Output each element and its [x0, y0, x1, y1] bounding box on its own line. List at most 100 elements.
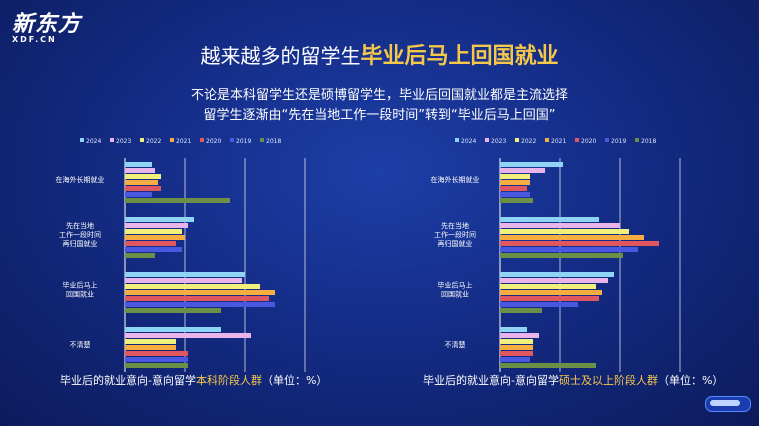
subtitle-line-1: 不论是本科留学生还是硕博留学生，毕业后回国就业都是主流选择 [190, 88, 568, 103]
bar-2024-3 [125, 327, 221, 332]
page-title: 越来越多的留学生毕业后马上回国就业 [0, 38, 759, 70]
bar-2021-0 [125, 180, 158, 185]
legend-label-2022: 2022 [521, 138, 536, 145]
bar-2023-1 [500, 223, 620, 228]
caption-left-highlight: 本科阶段人群 [195, 374, 262, 387]
legend-swatch-2021 [545, 138, 549, 142]
bar-2023-2 [125, 278, 242, 283]
category-label: 先在当地 [441, 221, 469, 230]
legend-label-2019: 2019 [611, 138, 626, 145]
caption-right-suffix: （单位：%） [657, 374, 724, 387]
bar-2020-0 [500, 186, 527, 191]
bar-2022-2 [500, 284, 596, 289]
bar-2018-2 [500, 308, 542, 313]
bar-2022-0 [500, 174, 530, 179]
category-label: 回国就业 [66, 290, 94, 299]
chart-undergraduate: 2024 2023 2022 2021 2020 2019 2018 在海外长期就业 先在当地工… [30, 132, 370, 382]
bar-2019-2 [500, 302, 578, 307]
legend-label-2020: 2020 [581, 138, 596, 145]
bar-2023-3 [125, 333, 251, 338]
bar-2019-1 [125, 247, 182, 252]
legend-swatch-2018 [260, 138, 264, 142]
bar-2018-3 [125, 363, 188, 368]
logo-text: 新东方 [12, 12, 82, 37]
legend-label-2024: 2024 [86, 138, 101, 145]
bar-2024-1 [500, 217, 599, 222]
chart-svg-undergraduate: 2024 2023 2022 2021 2020 2019 2018 在海外长期就业先在当地工… [56, 138, 306, 372]
bar-2024-2 [125, 272, 245, 277]
bar-2021-2 [125, 290, 275, 295]
bar-2023-1 [125, 223, 188, 228]
legend-label-2024: 2024 [461, 138, 476, 145]
bar-2023-0 [125, 168, 155, 173]
bar-2020-3 [125, 351, 188, 356]
bar-2022-0 [125, 174, 161, 179]
legend-swatch-2024 [455, 138, 459, 142]
brand-logo: 新东方 XDF.CN [12, 6, 81, 44]
bar-2024-1 [125, 217, 194, 222]
legend-swatch-2022 [140, 138, 144, 142]
bar-2021-1 [125, 235, 185, 240]
legend-label-2023: 2023 [491, 138, 506, 145]
bar-2020-2 [125, 296, 269, 301]
bar-2018-3 [500, 363, 596, 368]
bar-2022-1 [500, 229, 629, 234]
legend-label-2023: 2023 [116, 138, 131, 145]
bar-2022-3 [500, 339, 533, 344]
legend-label-2022: 2022 [146, 138, 161, 145]
bar-2019-3 [500, 357, 530, 362]
logo-subtext: XDF.CN [12, 35, 57, 44]
title-highlight: 毕业后马上回国就业 [360, 44, 559, 69]
bar-2024-0 [500, 162, 563, 167]
chart-svg-graduate: 2024 2023 2022 2021 2020 2019 2018 在海外长期就业先在当地工… [431, 138, 681, 372]
bar-2020-2 [500, 296, 599, 301]
legend-swatch-2023 [485, 138, 489, 142]
bar-2021-3 [500, 345, 533, 350]
bar-2019-3 [125, 357, 188, 362]
legend-swatch-2019 [605, 138, 609, 142]
bar-2020-3 [500, 351, 533, 356]
category-label: 毕业后马上 [63, 281, 98, 290]
legend-swatch-2020 [575, 138, 579, 142]
category-label: 工作一段时间 [434, 230, 476, 239]
category-label: 不清楚 [445, 340, 466, 349]
bar-2018-0 [125, 198, 230, 203]
legend-swatch-2021 [170, 138, 174, 142]
category-label: 在海外长期就业 [56, 175, 105, 184]
category-label: 再归国就业 [63, 239, 98, 248]
bar-2022-2 [125, 284, 260, 289]
bar-2023-2 [500, 278, 608, 283]
category-label: 回国就业 [441, 290, 469, 299]
caption-graduate: 毕业后的就业意向-意向留学硕士及以上阶段人群（单位：%） [423, 372, 723, 388]
bar-2021-2 [500, 290, 602, 295]
chart-graduate: 2024 2023 2022 2021 2020 2019 2018 在海外长期就业 先在当地工… [405, 132, 745, 382]
caption-right-highlight: 硕士及以上阶段人群 [558, 374, 658, 387]
bar-2019-1 [500, 247, 638, 252]
caption-left-prefix: 毕业后的就业意向-意向留学 [60, 374, 196, 387]
legend-swatch-2019 [230, 138, 234, 142]
caption-undergraduate: 毕业后的就业意向-意向留学本科阶段人群（单位：%） [60, 372, 327, 388]
legend-label-2021: 2021 [551, 138, 566, 145]
bar-2022-1 [125, 229, 182, 234]
category-label: 先在当地 [66, 221, 94, 230]
bar-2018-1 [125, 253, 155, 258]
category-label: 在海外长期就业 [431, 175, 480, 184]
bar-2021-0 [500, 180, 530, 185]
bar-2018-1 [500, 253, 623, 258]
legend-label-2018: 2018 [641, 138, 656, 145]
bar-2023-3 [500, 333, 539, 338]
bar-2020-1 [125, 241, 176, 246]
legend-label-2018: 2018 [266, 138, 281, 145]
title-prefix: 越来越多的留学生 [200, 44, 361, 68]
legend-swatch-2018 [635, 138, 639, 142]
bar-2021-3 [125, 345, 176, 350]
legend-label-2019: 2019 [236, 138, 251, 145]
bar-2024-2 [500, 272, 614, 277]
bar-2024-3 [500, 327, 527, 332]
legend-swatch-2023 [110, 138, 114, 142]
bar-2018-2 [125, 308, 221, 313]
slide-nav-toggle[interactable] [705, 396, 751, 412]
category-label: 毕业后马上 [438, 281, 473, 290]
category-label: 不清楚 [70, 340, 91, 349]
subtitle-line-2: 留学生逐渐由“先在当地工作一段时间”转到“毕业后马上回国” [203, 108, 556, 123]
